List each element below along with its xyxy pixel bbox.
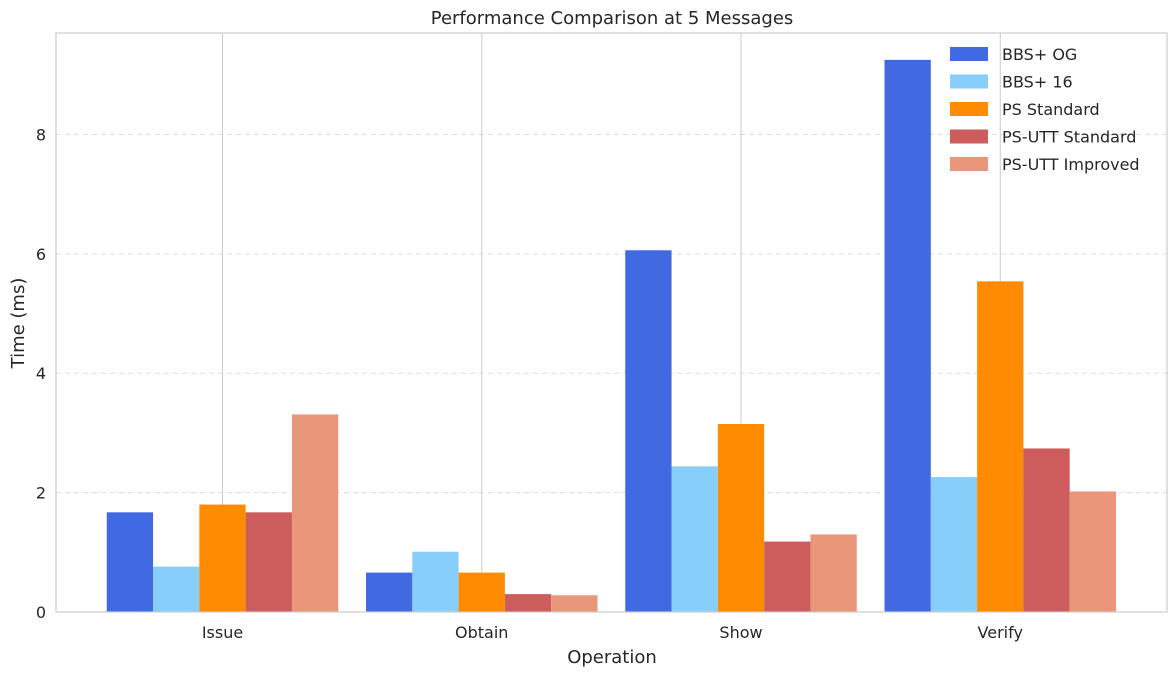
bar bbox=[458, 572, 505, 612]
bar-series bbox=[291, 414, 1116, 612]
bar bbox=[153, 566, 200, 612]
bar bbox=[930, 477, 978, 612]
bar bbox=[625, 250, 672, 612]
bars-layer bbox=[106, 59, 1116, 612]
plot-frame bbox=[55, 32, 1168, 613]
x-tick-label: Verify bbox=[978, 623, 1023, 642]
bar bbox=[977, 281, 1024, 612]
y-tick-label: 8 bbox=[36, 125, 46, 144]
legend-label: PS-UTT Improved bbox=[1002, 155, 1140, 174]
bar bbox=[245, 512, 292, 612]
bar bbox=[106, 512, 154, 612]
bar bbox=[291, 414, 339, 612]
bar-series bbox=[245, 448, 1070, 612]
y-axis-label: Time (ms) bbox=[8, 278, 29, 370]
bar bbox=[366, 572, 413, 612]
x-tick-label: Issue bbox=[202, 623, 243, 642]
legend-swatch bbox=[950, 102, 988, 116]
legend: BBS+ OG BBS+ 16 PS Standard PS-UTT Standard… bbox=[950, 45, 1140, 174]
chart-title: Performance Comparison at 5 Messages bbox=[431, 8, 794, 29]
legend-swatch bbox=[950, 157, 988, 171]
x-axis-ticks: Issue Obtain Show Verify bbox=[202, 623, 1023, 642]
legend-label: PS Standard bbox=[1002, 100, 1100, 119]
legend-swatch bbox=[950, 129, 988, 144]
legend-swatch bbox=[950, 47, 988, 61]
bar bbox=[412, 551, 459, 612]
bar bbox=[671, 466, 718, 612]
bar-series bbox=[106, 59, 931, 612]
bar bbox=[884, 59, 931, 612]
bar bbox=[199, 504, 246, 612]
y-tick-label: 4 bbox=[36, 364, 46, 383]
y-tick-label: 2 bbox=[36, 484, 46, 503]
y-tick-label: 6 bbox=[36, 245, 46, 264]
bar-series bbox=[199, 281, 1024, 612]
y-tick-label: 0 bbox=[36, 603, 46, 622]
bar bbox=[1069, 491, 1116, 612]
legend-label: PS-UTT Standard bbox=[1002, 128, 1136, 147]
legend-label: BBS+ 16 bbox=[1002, 73, 1073, 92]
bar bbox=[717, 423, 765, 612]
bar bbox=[504, 594, 552, 612]
legend-swatch bbox=[950, 74, 988, 89]
bar bbox=[1023, 448, 1070, 612]
bar bbox=[551, 595, 598, 612]
bar bbox=[764, 541, 811, 612]
x-axis-label: Operation bbox=[567, 647, 657, 668]
x-tick-label: Show bbox=[719, 623, 762, 642]
y-axis-ticks: 0 2 4 6 8 bbox=[36, 125, 46, 622]
bar-series bbox=[153, 466, 978, 612]
legend-label: BBS+ OG bbox=[1002, 45, 1077, 64]
bar bbox=[810, 534, 857, 612]
x-tick-label: Obtain bbox=[455, 623, 508, 642]
